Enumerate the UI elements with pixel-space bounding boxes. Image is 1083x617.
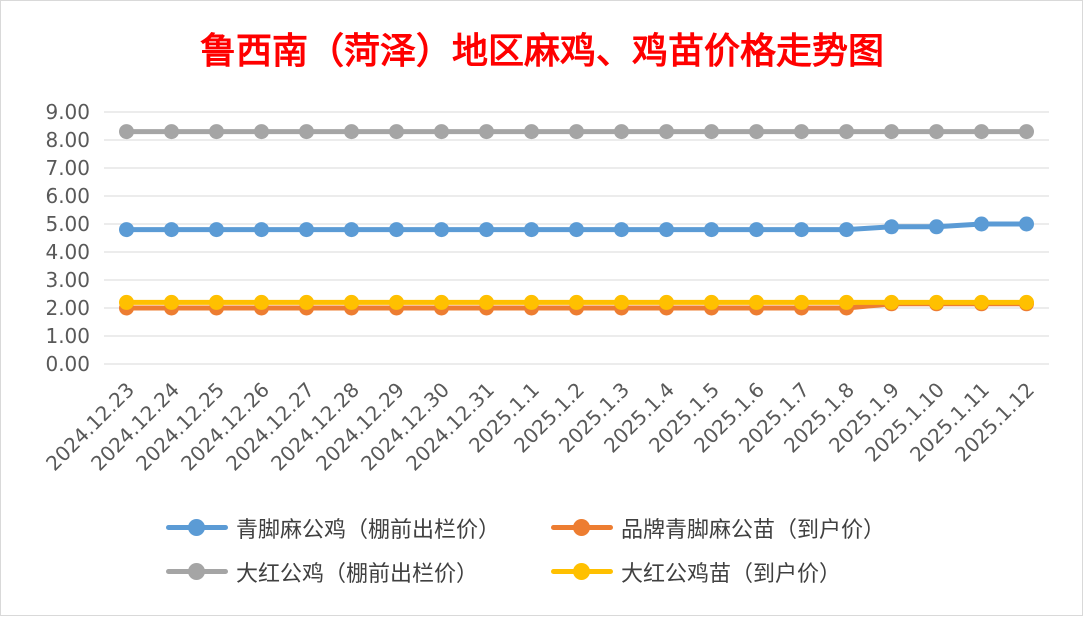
data-point: [974, 294, 989, 310]
data-point: [389, 124, 404, 140]
data-point: [164, 124, 179, 140]
data-point: [659, 222, 674, 238]
data-point: [209, 124, 224, 140]
legend-swatch-series-4: [551, 557, 613, 587]
data-point: [884, 219, 899, 235]
data-point: [794, 222, 809, 238]
y-tick-label: 9.00: [45, 100, 90, 124]
data-point: [1019, 216, 1034, 232]
data-point: [749, 124, 764, 140]
data-point: [479, 124, 494, 140]
data-point: [1019, 124, 1034, 140]
data-point: [119, 124, 134, 140]
data-point: [614, 124, 629, 140]
gridlines: [104, 111, 1049, 365]
legend-label-series-1: 青脚麻公鸡（棚前出栏价）: [236, 518, 501, 543]
data-point: [344, 222, 359, 238]
data-point: [299, 124, 314, 140]
data-point: [524, 294, 539, 310]
data-point: [749, 222, 764, 238]
series-1: [119, 216, 1034, 238]
data-point: [164, 222, 179, 238]
data-point: [164, 294, 179, 310]
data-point: [659, 294, 674, 310]
legend-swatch-series-3: [166, 557, 228, 587]
data-point: [839, 222, 854, 238]
legend-item-series-1[interactable]: 青脚麻公鸡（棚前出栏价）: [166, 513, 551, 543]
y-tick-label: 8.00: [45, 128, 90, 152]
series-4: [119, 294, 1034, 310]
data-point: [794, 294, 809, 310]
x-axis-ticks: 2024.12.232024.12.242024.12.252024.12.26…: [41, 378, 1039, 476]
y-tick-label: 5.00: [45, 212, 90, 236]
legend-swatch-series-1: [166, 513, 228, 543]
data-point: [929, 219, 944, 235]
data-point: [884, 294, 899, 310]
data-point: [614, 294, 629, 310]
data-point: [389, 222, 404, 238]
data-point: [344, 294, 359, 310]
legend-item-series-3[interactable]: 大红公鸡（棚前出栏价）: [166, 557, 551, 587]
y-tick-label: 7.00: [45, 156, 90, 180]
legend-label-series-4: 大红公鸡苗（到户价）: [621, 562, 842, 587]
legend-item-series-4[interactable]: 大红公鸡苗（到户价）: [551, 557, 966, 587]
data-point: [209, 222, 224, 238]
data-point: [119, 294, 134, 310]
data-point: [254, 222, 269, 238]
data-point: [614, 222, 629, 238]
y-tick-label: 6.00: [45, 184, 90, 208]
legend-label-series-2: 品牌青脚麻公苗（到户价）: [621, 518, 886, 543]
data-point: [569, 124, 584, 140]
data-point: [524, 222, 539, 238]
data-point: [389, 294, 404, 310]
data-point: [569, 222, 584, 238]
y-tick-label: 3.00: [45, 268, 90, 292]
data-point: [434, 294, 449, 310]
data-point: [839, 124, 854, 140]
data-point: [1019, 294, 1034, 310]
data-point: [704, 294, 719, 310]
y-tick-label: 2.00: [45, 296, 90, 320]
y-tick-label: 4.00: [45, 240, 90, 264]
legend-label-series-3: 大红公鸡（棚前出栏价）: [236, 562, 479, 587]
data-point: [794, 124, 809, 140]
chart-title: 鲁西南（菏泽）地区麻鸡、鸡苗价格走势图: [200, 30, 884, 72]
data-point: [434, 222, 449, 238]
y-tick-label: 1.00: [45, 324, 90, 348]
data-point: [524, 124, 539, 140]
legend-swatch-series-2: [551, 513, 613, 543]
data-point: [299, 222, 314, 238]
data-point: [929, 124, 944, 140]
data-point: [704, 222, 719, 238]
legend-item-series-2[interactable]: 品牌青脚麻公苗（到户价）: [551, 513, 966, 543]
data-point: [119, 222, 134, 238]
data-point: [929, 294, 944, 310]
data-point: [569, 294, 584, 310]
data-point: [344, 124, 359, 140]
data-point: [479, 222, 494, 238]
y-tick-label: 0.00: [45, 352, 90, 376]
data-point: [479, 294, 494, 310]
data-point: [974, 124, 989, 140]
y-axis-ticks: 0.00 1.00 2.00 3.00 4.00 5.00 6.00 7.00 8.00 9.00: [45, 100, 90, 376]
data-point: [974, 216, 989, 232]
data-point: [254, 294, 269, 310]
series-lines: [119, 124, 1034, 316]
data-point: [299, 294, 314, 310]
data-point: [749, 294, 764, 310]
legend: 青脚麻公鸡（棚前出栏价） 品牌青脚麻公苗（到户价） 大红公鸡（棚前出栏价） 大红…: [166, 513, 966, 587]
data-point: [434, 124, 449, 140]
data-point: [704, 124, 719, 140]
data-point: [884, 124, 899, 140]
data-point: [254, 124, 269, 140]
data-point: [659, 124, 674, 140]
data-point: [839, 294, 854, 310]
series-3: [119, 124, 1034, 140]
data-point: [209, 294, 224, 310]
